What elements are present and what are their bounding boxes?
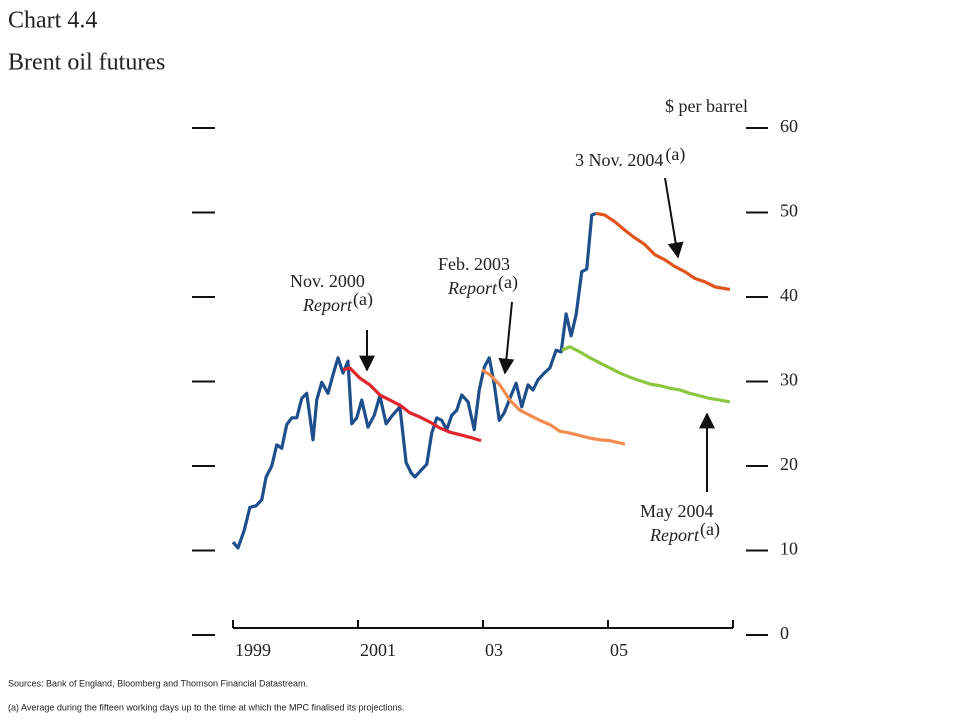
- x-tick-label: 2001: [360, 640, 396, 660]
- annotation-note: (a): [700, 519, 720, 540]
- annotation-label: May 2004: [640, 501, 714, 521]
- series-line: [342, 366, 482, 443]
- y-axis-label: $ per barrel: [665, 96, 748, 116]
- chart-subtitle: Brent oil futures: [8, 50, 165, 76]
- arrow: [498, 301, 515, 375]
- x-tick-label: 03: [485, 640, 503, 660]
- annotation-note: (a): [353, 289, 373, 310]
- annotation-report: Report: [649, 525, 700, 545]
- arrows: [359, 177, 715, 492]
- series-line: [231, 211, 597, 550]
- y-tick-label: 10: [780, 539, 798, 559]
- footnote: (a) Average during the fifteen working d…: [8, 702, 405, 712]
- annotation-note: (a): [498, 272, 518, 293]
- y-tick-label: 50: [780, 201, 798, 221]
- series-line: [561, 345, 731, 404]
- y-tick-label: 0: [780, 623, 789, 643]
- annotation-label: 3 Nov. 2004: [575, 150, 663, 170]
- arrow: [664, 177, 684, 259]
- x-tick-label: 1999: [235, 640, 271, 660]
- y-tick-label: 30: [780, 370, 798, 390]
- annotation-report: Report: [302, 295, 353, 315]
- annotation-note: (a): [665, 144, 685, 165]
- y-tick-label: 20: [780, 454, 798, 474]
- annotation-label: Feb. 2003: [438, 254, 510, 274]
- y-tick-label: 60: [780, 116, 798, 136]
- sources: Sources: Bank of England, Bloomberg and …: [8, 678, 308, 688]
- annotation-label: Nov. 2000: [290, 271, 365, 291]
- x-tick-label: 05: [610, 640, 628, 660]
- y-tick-label: 40: [780, 285, 798, 305]
- series-line: [480, 368, 626, 446]
- annotation-report: Report: [447, 278, 498, 298]
- chart-title: Chart 4.4: [8, 8, 97, 34]
- series-line: [595, 211, 731, 291]
